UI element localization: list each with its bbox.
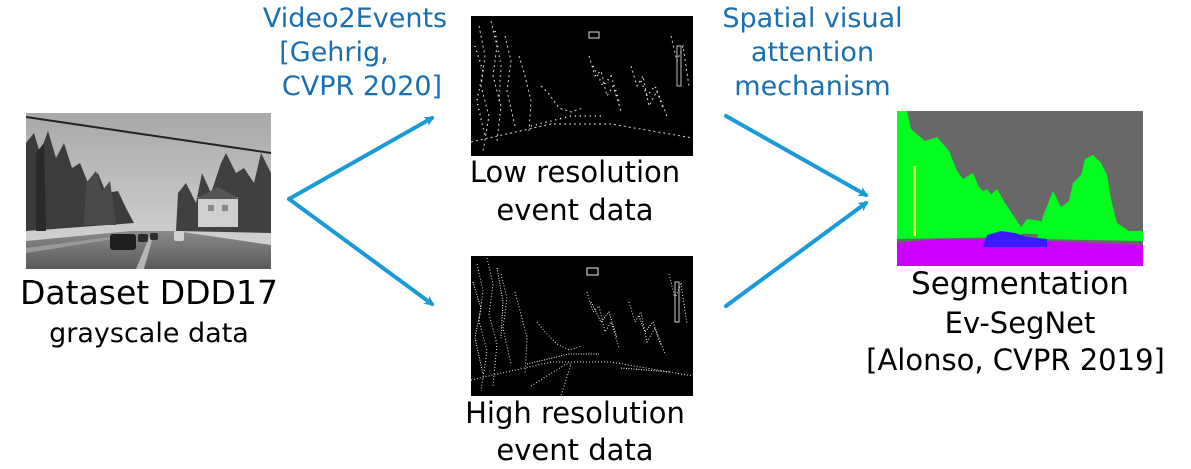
- high-res-line-1: High resolution: [465, 396, 685, 430]
- low-res-line-1: Low resolution: [469, 155, 681, 189]
- attention-line-2: attention: [750, 37, 875, 68]
- arrow-high-to-seg: [724, 201, 869, 308]
- arrow-to-high-res: [287, 197, 435, 306]
- high-res-event-image: [471, 256, 693, 396]
- conversion-line-3: CVPR 2020]: [281, 71, 443, 102]
- high-res-caption: High resolution event data: [440, 395, 710, 469]
- segmentation-title: Segmentation: [911, 266, 1129, 302]
- dataset-title: Dataset DDD17: [20, 273, 278, 312]
- low-res-line-2: event data: [496, 193, 654, 227]
- attention-label: Spatial visual attention mechanism: [700, 2, 925, 104]
- grayscale-image: [26, 113, 271, 269]
- conversion-line-1: Video2Events: [262, 3, 448, 34]
- high-res-line-2: event data: [496, 433, 654, 467]
- arrow-low-to-seg: [724, 114, 869, 197]
- arrow-to-low-res: [287, 116, 435, 201]
- conversion-label: Video2Events [Gehrig, CVPR 2020]: [235, 2, 475, 104]
- segmentation-image: [897, 111, 1143, 266]
- dataset-subtitle: grayscale data: [49, 318, 249, 349]
- attention-line-1: Spatial visual: [722, 3, 903, 34]
- attention-line-3: mechanism: [734, 71, 891, 102]
- low-res-caption: Low resolution event data: [440, 153, 710, 229]
- segmentation-citation: [Alonso, CVPR 2019]: [866, 343, 1165, 377]
- low-res-event-image: [471, 16, 693, 156]
- conversion-line-2: [Gehrig,: [279, 37, 389, 68]
- segmentation-model: Ev-SegNet: [944, 306, 1096, 340]
